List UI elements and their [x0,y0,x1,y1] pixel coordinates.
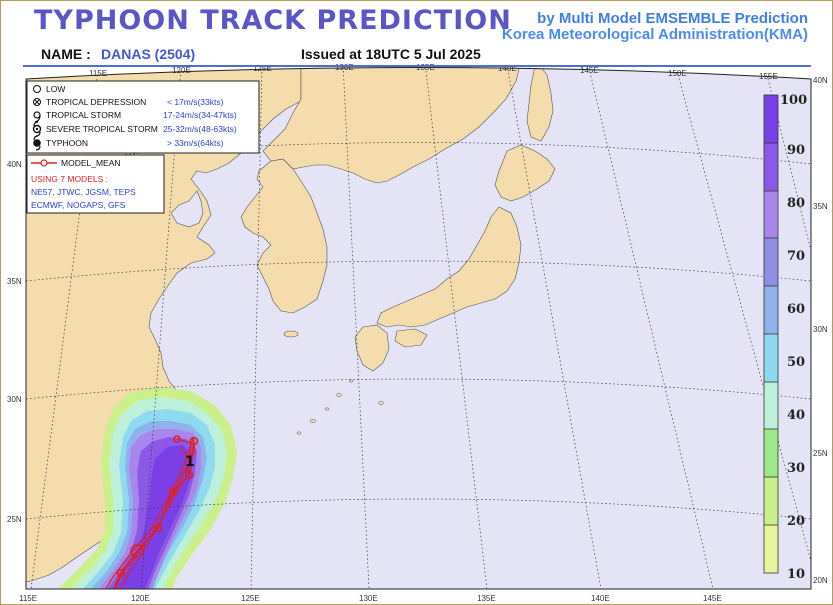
name-label: NAME : [41,46,91,62]
tick-left-25n: 25N [7,515,22,524]
tick-top-130e: 130E [335,63,354,72]
land-jeju [283,330,299,338]
byline-agency: Korea Meteorological Administration(KMA) [501,26,808,43]
land-korea [240,158,328,314]
colorbar-label-100: 100 [780,93,807,108]
tick-top-145e: 145E [580,66,599,75]
legend-low-label: LOW [46,84,65,94]
tick-left-35n: 35N [7,277,22,286]
legend-sts-range: 25-32m/s(48-63kts) [163,124,237,134]
land-kyushu [354,324,390,372]
legend-models-line1: NE57, JTWC, JGSM, TEPS [31,187,136,197]
page-title: TYPHOON TRACK PREDICTION [34,5,512,36]
land-russia [262,67,522,184]
colorbar-label-60: 60 [787,302,805,317]
legend-ty-label: TYPHOON [46,138,88,148]
tick-bottom-120e: 120E [131,594,150,603]
tick-right-30n: 30N [813,325,828,334]
model-mean-track [105,435,199,589]
colorbar-label-30: 30 [787,461,805,476]
land-shikoku [394,328,428,348]
tick-top-140e: 140E [498,64,517,73]
land-hokkaido [494,144,556,202]
tick-right-40n: 40N [813,76,828,85]
legend-using-models: USING 7 MODELS : [31,174,108,184]
land-honshu [376,206,522,328]
tropical-depression-icon [33,98,41,106]
tick-top-125e: 125E [253,64,272,73]
probability-colorbar: 100 90 80 70 60 50 40 30 20 10 [763,93,807,582]
intensity-legend: LOW TROPICAL DEPRESSION < 17m/s(33kts) T… [26,80,260,154]
tick-top-115e: 115E [89,69,107,78]
legend-sts-label: SEVERE TROPICAL STORM [46,124,158,134]
byline-ensemble: by Multi Model EMSEMBLE Prediction [537,10,808,27]
map-border [25,67,812,590]
tick-left-30n: 30N [7,395,22,404]
legend-td-range: < 17m/s(33kts) [167,97,224,107]
legend-models-line2: ECMWF, NOGAPS, GFS [31,200,126,210]
tick-bottom-115e: 115E [19,594,37,603]
tick-bottom-135e: 135E [477,594,496,603]
colorbar-label-80: 80 [787,196,805,211]
tick-top-155e: 155E [759,72,778,81]
tick-bottom-140e: 140E [591,594,610,603]
tick-right-25n: 25N [813,449,828,458]
tick-right-20n: 20N [813,576,828,585]
header-divider [23,65,811,67]
colorbar-label-20: 20 [787,514,805,529]
legend-ts-range: 17-24m/s(34-47kts) [163,110,237,120]
colorbar-label-50: 50 [787,355,805,370]
tropical-storm-icon [33,111,41,123]
tick-top-150e: 150E [668,69,687,78]
bohai-sea [170,190,204,228]
legend-model-mean: MODEL_MEAN [61,158,121,168]
ryukyu-islands [296,379,384,435]
right-lat-labels: 40N 35N 30N 25N 20N [813,76,828,585]
tick-left-40n: 40N [7,160,22,169]
top-lon-labels: 115E 120E 125E 130E 135E 140E 145E 150E … [89,63,778,81]
tick-right-35n: 35N [813,202,828,211]
tick-bottom-130e: 130E [359,594,378,603]
left-lat-labels: 40N 35N 30N 25N [7,160,22,524]
colorbar-label-10: 10 [787,567,805,582]
typhoon-current-icon: 1 [185,454,195,470]
colorbar-label-40: 40 [787,408,805,423]
colorbar-label-90: 90 [787,143,805,158]
tick-top-120e: 120E [172,66,191,75]
land-sakhalin [526,67,554,142]
typhoon-name: DANAS (2504) [101,46,196,62]
tick-top-135e: 135E [416,63,435,72]
colorbar-label-70: 70 [787,249,805,264]
byline: by Multi Model EMSEMBLE Prediction Korea… [502,11,808,43]
legend-td-label: TROPICAL DEPRESSION [46,97,146,107]
issued-time: Issued at 18UTC 5 Jul 2025 [301,46,481,62]
bottom-lon-labels: 115E 120E 125E 130E 135E 140E 145E [19,594,722,603]
model-mean-line-icon [31,159,57,167]
legend-ts-label: TROPICAL STORM [46,110,121,120]
severe-tropical-storm-icon [32,121,42,137]
legend-ty-range: > 33m/s(64kts) [167,138,224,148]
tick-bottom-145e: 145E [703,594,722,603]
tick-bottom-125e: 125E [241,594,260,603]
typhoon-icon [33,135,41,151]
low-icon [33,85,41,93]
model-legend: MODEL_MEAN USING 7 MODELS : NE57, JTWC, … [26,154,165,214]
